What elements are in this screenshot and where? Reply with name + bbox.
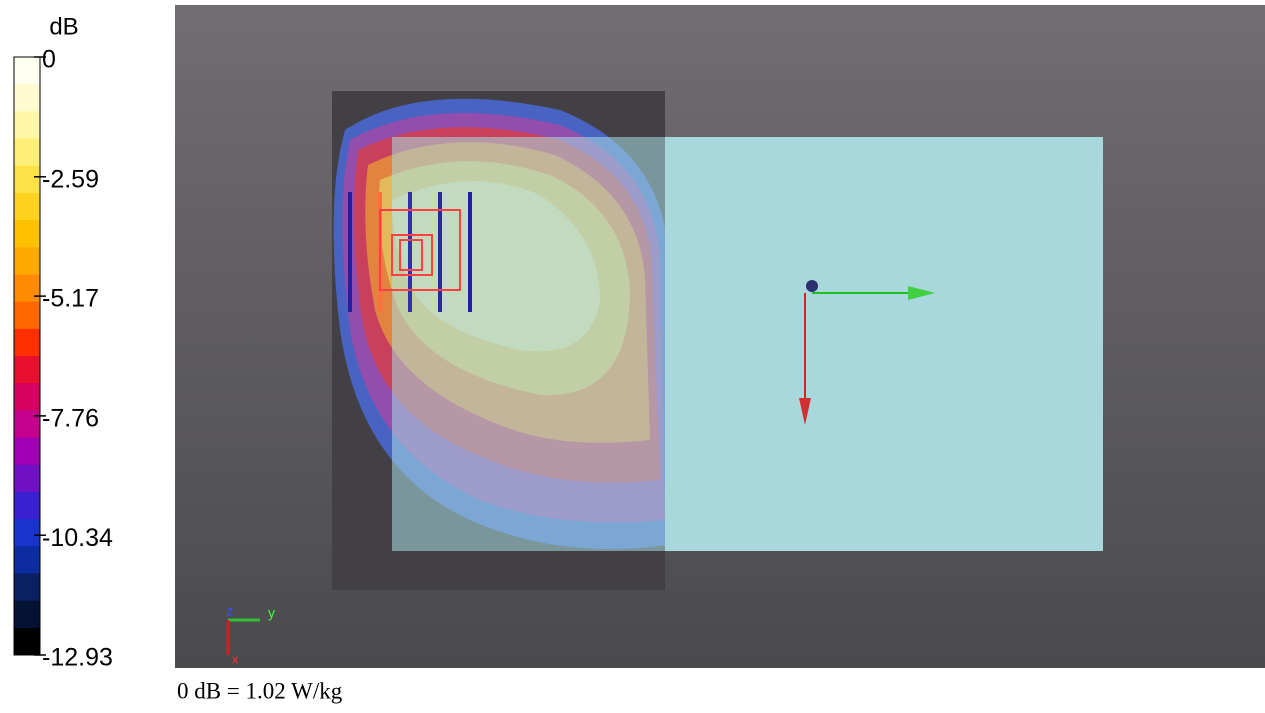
colorbar-band bbox=[14, 519, 40, 547]
colorbar-band bbox=[14, 627, 40, 656]
colorbar-unit: dB bbox=[49, 13, 78, 40]
colorbar-band bbox=[14, 111, 40, 140]
colorbar-band bbox=[14, 356, 40, 384]
colorbar-band bbox=[14, 410, 40, 439]
axis-x-label: x bbox=[232, 651, 239, 666]
colorbar-band bbox=[14, 546, 40, 574]
colorbar-band bbox=[14, 301, 40, 330]
colorbar-band bbox=[14, 247, 40, 275]
axis-y-label: y bbox=[268, 605, 275, 621]
colorbar-band bbox=[14, 165, 40, 194]
colorbar-band bbox=[14, 138, 40, 167]
colorbar-tick-label: -10.34 bbox=[42, 524, 113, 552]
colorbar-band bbox=[14, 491, 40, 520]
colorbar-band bbox=[14, 192, 40, 221]
colorbar-band bbox=[14, 220, 40, 248]
axis-z-label: z bbox=[227, 603, 234, 619]
colorbar-band bbox=[14, 437, 40, 466]
colorbar-tick-label: 0 bbox=[42, 46, 56, 74]
colorbar-frame bbox=[13, 56, 41, 656]
colorbar-band bbox=[14, 464, 40, 493]
colorbar-band bbox=[14, 328, 40, 357]
colorbar: 0 -2.59 -5.17 -7.76 -10.34 -12.93 bbox=[13, 46, 113, 672]
colorbar-band bbox=[14, 573, 40, 602]
colorbar-tick-label: -7.76 bbox=[42, 405, 99, 433]
colorbar-tick-label: -2.59 bbox=[42, 165, 99, 193]
colorbar-band bbox=[14, 84, 40, 112]
colorbar-band bbox=[14, 600, 40, 629]
colorbar-band bbox=[14, 57, 40, 85]
colorbar-band bbox=[14, 274, 40, 303]
scene: z y x bbox=[226, 91, 1103, 666]
colorbar-band bbox=[14, 383, 40, 411]
colorbar-tick-label: -12.93 bbox=[42, 644, 113, 672]
caption: 0 dB = 1.02 W/kg bbox=[177, 678, 343, 703]
colorbar-tick-label: -5.17 bbox=[42, 285, 99, 313]
